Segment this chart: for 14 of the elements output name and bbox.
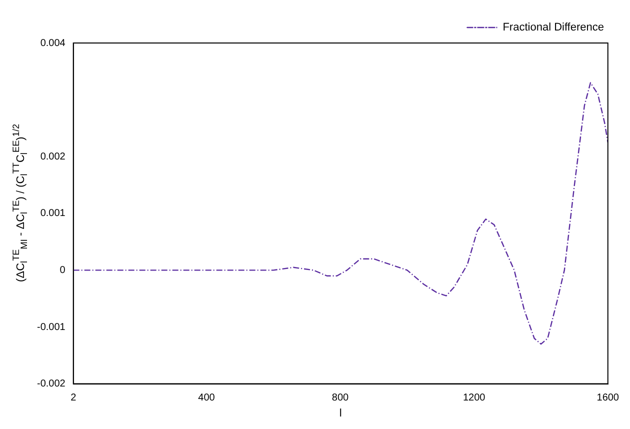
x-tick-label: 1600	[596, 392, 620, 404]
x-tick-label: 400	[198, 392, 216, 404]
y-tick-label: -0.001	[36, 322, 66, 333]
y-tick-label: 0.001	[40, 208, 66, 220]
x-tick-label: 2	[70, 392, 77, 404]
line-series	[73, 82, 608, 345]
y-tick-label: -0.002	[36, 378, 66, 390]
y-tick-label: 0	[60, 264, 66, 276]
y-tick-label: 0.002	[40, 151, 66, 162]
x-axis-title: l	[339, 407, 342, 420]
legend-label: Fractional Difference	[502, 22, 604, 34]
x-tick-label: 1200	[462, 392, 486, 404]
x-tick-label: 800	[332, 392, 350, 404]
y-tick-label: 0.004	[40, 38, 66, 49]
